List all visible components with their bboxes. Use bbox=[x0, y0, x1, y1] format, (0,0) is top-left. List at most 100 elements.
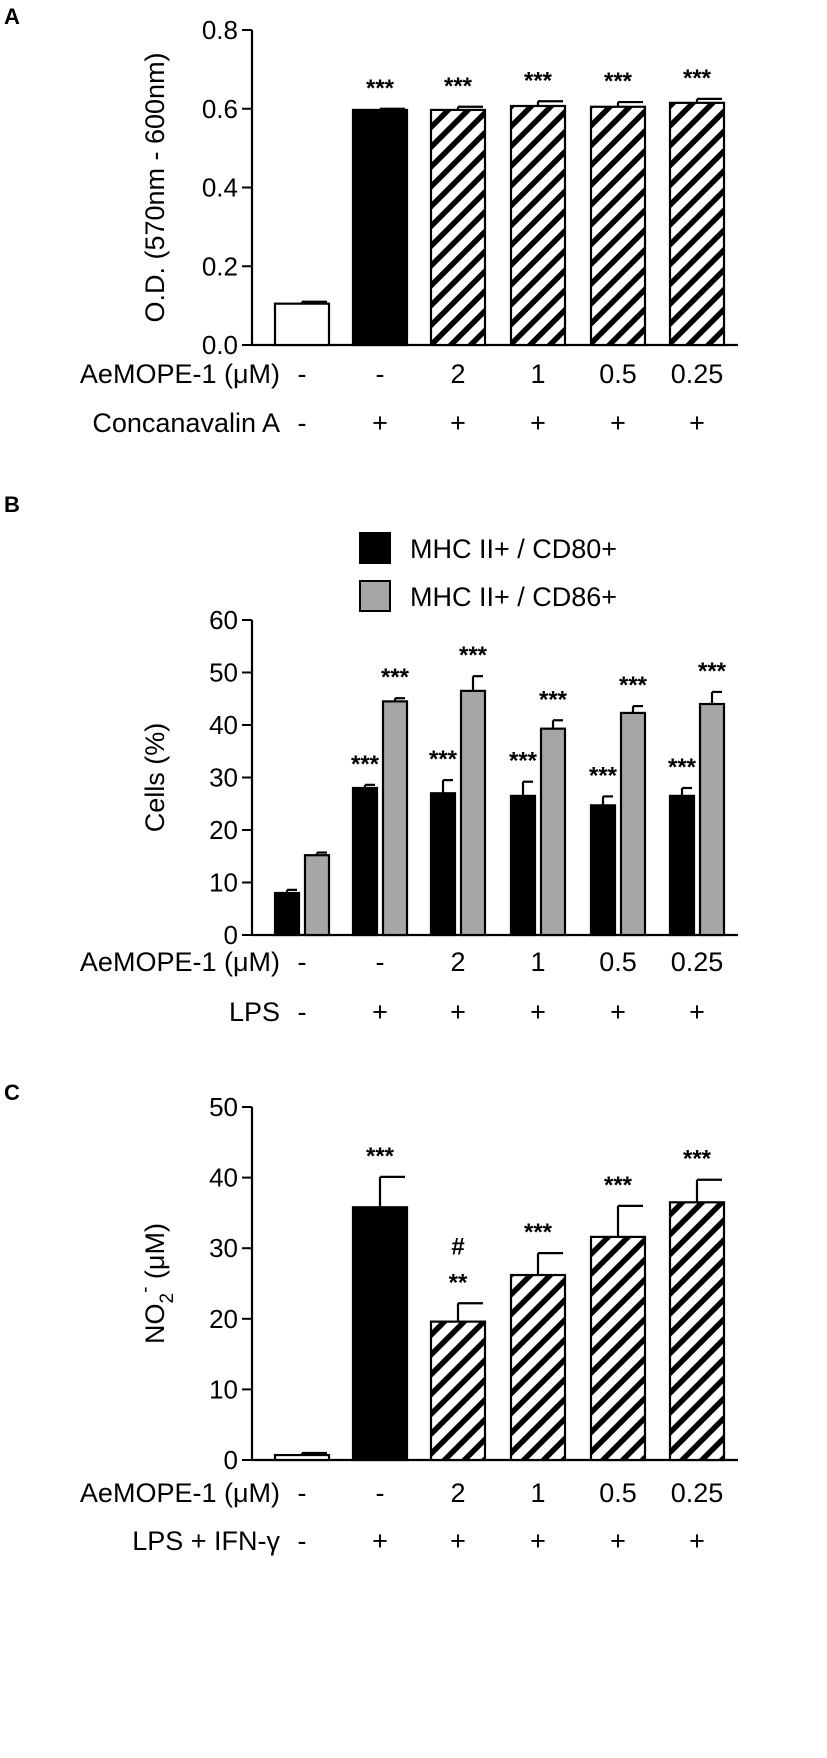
bar bbox=[351, 1206, 409, 1462]
y-axis-title-sup: - bbox=[135, 1287, 156, 1293]
row-value: + bbox=[530, 1526, 546, 1556]
bar-cd80 bbox=[589, 804, 617, 937]
hash-significance-label: # bbox=[451, 1233, 464, 1260]
y-tick-label: 0.4 bbox=[202, 173, 238, 203]
panel-letter: B bbox=[4, 492, 20, 517]
row-value: 2 bbox=[450, 947, 465, 977]
bar bbox=[273, 1453, 331, 1462]
y-tick-label: 0.8 bbox=[202, 15, 238, 45]
row-value: 2 bbox=[450, 359, 465, 389]
y-tick-label: 20 bbox=[209, 815, 238, 845]
bar-cd80 bbox=[509, 794, 537, 937]
row-value: + bbox=[450, 408, 466, 438]
row-value: + bbox=[450, 1526, 466, 1556]
row-value: - bbox=[298, 947, 307, 977]
row-value: + bbox=[530, 408, 546, 438]
y-axis-title: O.D. (570nm - 600nm) bbox=[140, 52, 170, 322]
bar-cd80 bbox=[351, 786, 379, 937]
y-tick-label: 0.6 bbox=[202, 94, 238, 124]
row-value: + bbox=[530, 997, 546, 1027]
row-value: 1 bbox=[530, 1478, 545, 1508]
y-axis-title-sub: 2 bbox=[157, 1293, 178, 1304]
row-value: - bbox=[376, 1478, 385, 1508]
significance-label: *** bbox=[539, 686, 568, 713]
row-value: + bbox=[450, 997, 466, 1027]
bar bbox=[351, 108, 409, 347]
row-value: 0.25 bbox=[671, 947, 724, 977]
y-axis-title: NO2- (μM) bbox=[135, 1223, 178, 1344]
legend-label: MHC II+ / CD86+ bbox=[410, 582, 617, 612]
y-axis-title-rest: (μM) bbox=[140, 1223, 170, 1287]
bar-cd86 bbox=[381, 700, 409, 937]
row-value: 1 bbox=[530, 359, 545, 389]
significance-label: *** bbox=[351, 751, 380, 778]
significance-label: *** bbox=[589, 762, 618, 789]
y-tick-label: 40 bbox=[209, 710, 238, 740]
panel-b: B 0 10 20 30 40 50 60 Cells (%) *** *** *** *** *** **… bbox=[4, 492, 738, 1027]
row-value: - bbox=[376, 359, 385, 389]
row-label: LPS + IFN-γ bbox=[132, 1526, 280, 1556]
row-value: 0.5 bbox=[599, 359, 637, 389]
y-tick-label: 50 bbox=[209, 1092, 238, 1122]
panel-letter: A bbox=[4, 4, 20, 29]
significance-label: ** bbox=[449, 1269, 468, 1296]
bar-cd86 bbox=[303, 854, 331, 937]
bar bbox=[509, 1273, 567, 1462]
row-value: - bbox=[298, 408, 307, 438]
row-label: Concanavalin A bbox=[92, 408, 280, 438]
panel-letter: C bbox=[4, 1080, 20, 1105]
bar bbox=[668, 101, 726, 347]
bar bbox=[589, 1235, 647, 1462]
bar-cd80 bbox=[429, 792, 457, 937]
significance-label: *** bbox=[698, 658, 727, 685]
y-tick-label: 0.2 bbox=[202, 251, 238, 281]
row-value: - bbox=[376, 947, 385, 977]
significance-label: *** bbox=[683, 65, 712, 92]
significance-label: *** bbox=[509, 748, 538, 775]
legend-swatch bbox=[359, 580, 391, 612]
y-tick-label: 0.0 bbox=[202, 330, 238, 360]
row-value: 2 bbox=[450, 1478, 465, 1508]
bar-cd86 bbox=[619, 711, 647, 937]
row-value: + bbox=[372, 408, 388, 438]
y-axis-title-base: NO bbox=[140, 1303, 170, 1344]
row-value: 1 bbox=[530, 947, 545, 977]
y-tick-label: 20 bbox=[209, 1304, 238, 1334]
row-value: - bbox=[298, 997, 307, 1027]
y-tick-label: 10 bbox=[209, 1374, 238, 1404]
y-axis-title: Cells (%) bbox=[140, 723, 170, 833]
panel-a: A 0.0 0.2 0.4 0.6 0.8 O.D. (570nm - 600nm) *** *… bbox=[4, 4, 738, 438]
significance-label: *** bbox=[604, 68, 633, 95]
significance-label: *** bbox=[524, 67, 553, 94]
row-value: 0.5 bbox=[599, 947, 637, 977]
row-value: - bbox=[298, 359, 307, 389]
y-tick-label: 40 bbox=[209, 1163, 238, 1193]
row-value: + bbox=[372, 997, 388, 1027]
bar-cd86 bbox=[698, 702, 726, 937]
significance-label: *** bbox=[366, 75, 395, 102]
row-value: + bbox=[689, 997, 705, 1027]
significance-label: *** bbox=[604, 1172, 633, 1199]
bar-cd86 bbox=[459, 689, 487, 937]
y-tick-label: 30 bbox=[209, 763, 238, 793]
row-value: + bbox=[610, 997, 626, 1027]
y-tick-label: 10 bbox=[209, 868, 238, 898]
row-label: AeMOPE-1 (μM) bbox=[80, 947, 280, 977]
row-label: LPS bbox=[229, 997, 280, 1027]
row-value: 0.25 bbox=[671, 359, 724, 389]
bar bbox=[668, 1201, 726, 1462]
y-tick-label: 0 bbox=[224, 1445, 238, 1475]
bar bbox=[589, 105, 647, 347]
row-label: AeMOPE-1 (μM) bbox=[80, 1478, 280, 1508]
row-value: + bbox=[689, 1526, 705, 1556]
y-tick-label: 0 bbox=[224, 920, 238, 950]
row-value: + bbox=[689, 408, 705, 438]
row-value: 0.25 bbox=[671, 1478, 724, 1508]
bar-cd80 bbox=[668, 794, 696, 937]
row-label: AeMOPE-1 (μM) bbox=[80, 359, 280, 389]
bar-cd86 bbox=[539, 727, 567, 937]
row-value: + bbox=[610, 1526, 626, 1556]
significance-label: *** bbox=[619, 672, 648, 699]
